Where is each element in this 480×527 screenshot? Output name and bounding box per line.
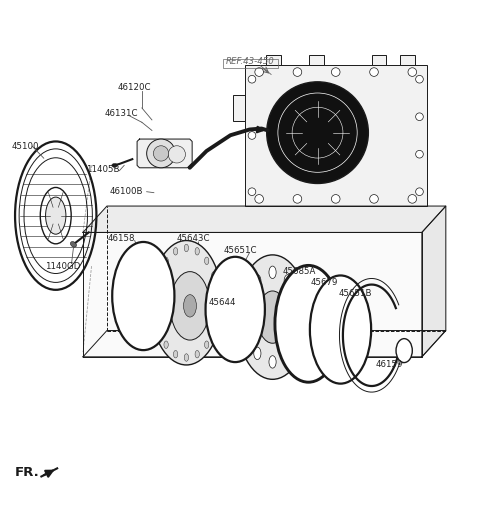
Circle shape xyxy=(370,194,378,203)
Ellipse shape xyxy=(157,326,161,334)
Ellipse shape xyxy=(173,248,178,255)
Circle shape xyxy=(408,194,417,203)
Ellipse shape xyxy=(284,347,291,359)
Ellipse shape xyxy=(153,308,157,316)
Ellipse shape xyxy=(184,354,189,361)
Ellipse shape xyxy=(151,240,222,365)
Ellipse shape xyxy=(396,339,412,363)
Ellipse shape xyxy=(212,326,216,334)
Circle shape xyxy=(408,68,417,76)
Ellipse shape xyxy=(153,289,157,297)
Text: 46159: 46159 xyxy=(375,360,403,369)
Text: 45651B: 45651B xyxy=(338,289,372,298)
Ellipse shape xyxy=(294,325,300,337)
Ellipse shape xyxy=(237,255,309,379)
Polygon shape xyxy=(83,206,446,232)
Ellipse shape xyxy=(112,242,174,350)
Ellipse shape xyxy=(275,266,342,382)
Text: 45679: 45679 xyxy=(311,278,338,287)
Bar xyxy=(233,95,245,121)
Ellipse shape xyxy=(71,241,76,247)
Circle shape xyxy=(267,82,368,183)
Text: 1140GD: 1140GD xyxy=(45,262,80,271)
Ellipse shape xyxy=(184,244,189,252)
Circle shape xyxy=(416,150,423,158)
Ellipse shape xyxy=(195,350,199,358)
Ellipse shape xyxy=(112,163,118,167)
Bar xyxy=(266,55,281,65)
Ellipse shape xyxy=(254,275,261,287)
Bar xyxy=(372,55,386,65)
Ellipse shape xyxy=(204,341,209,348)
Circle shape xyxy=(331,68,340,76)
Ellipse shape xyxy=(244,325,252,337)
Ellipse shape xyxy=(244,297,252,309)
Text: 45644: 45644 xyxy=(208,298,236,307)
Ellipse shape xyxy=(269,356,276,368)
Ellipse shape xyxy=(284,275,291,287)
Text: REF.43-450: REF.43-450 xyxy=(226,57,275,66)
Polygon shape xyxy=(137,139,192,168)
Text: FR.: FR. xyxy=(15,466,40,480)
Ellipse shape xyxy=(183,295,196,317)
Circle shape xyxy=(255,194,264,203)
Text: 46131C: 46131C xyxy=(105,109,139,118)
Ellipse shape xyxy=(164,341,168,348)
Ellipse shape xyxy=(310,276,371,384)
Text: 45685A: 45685A xyxy=(282,267,315,276)
Circle shape xyxy=(416,113,423,121)
Ellipse shape xyxy=(195,248,199,255)
Circle shape xyxy=(331,194,340,203)
Bar xyxy=(223,58,278,68)
Ellipse shape xyxy=(269,266,276,279)
Polygon shape xyxy=(83,232,422,357)
Bar xyxy=(245,65,427,206)
Ellipse shape xyxy=(216,308,220,316)
Ellipse shape xyxy=(173,350,178,358)
Ellipse shape xyxy=(212,271,216,279)
Circle shape xyxy=(416,75,423,83)
Text: 46100B: 46100B xyxy=(110,187,144,196)
Ellipse shape xyxy=(205,257,265,362)
Ellipse shape xyxy=(294,297,300,309)
Circle shape xyxy=(154,146,168,161)
Ellipse shape xyxy=(46,197,66,234)
Bar xyxy=(400,55,415,65)
Text: 46120C: 46120C xyxy=(118,83,151,92)
Text: 45643C: 45643C xyxy=(177,235,210,243)
Ellipse shape xyxy=(254,347,261,359)
Text: 46158: 46158 xyxy=(108,234,135,243)
Circle shape xyxy=(416,188,423,196)
Circle shape xyxy=(293,68,302,76)
Text: 45100: 45100 xyxy=(11,142,39,151)
Ellipse shape xyxy=(164,257,168,265)
Circle shape xyxy=(248,132,256,139)
Text: 45651C: 45651C xyxy=(223,246,257,255)
Circle shape xyxy=(147,139,175,168)
Circle shape xyxy=(168,146,185,163)
Bar xyxy=(310,55,324,65)
Circle shape xyxy=(293,194,302,203)
Ellipse shape xyxy=(204,257,209,265)
Polygon shape xyxy=(83,330,446,357)
Circle shape xyxy=(248,188,256,196)
Ellipse shape xyxy=(216,289,220,297)
Ellipse shape xyxy=(257,291,288,343)
Text: 11405B: 11405B xyxy=(86,164,120,173)
Circle shape xyxy=(255,68,264,76)
Circle shape xyxy=(248,75,256,83)
Polygon shape xyxy=(422,206,446,357)
Circle shape xyxy=(370,68,378,76)
Ellipse shape xyxy=(170,271,210,340)
Ellipse shape xyxy=(157,271,161,279)
